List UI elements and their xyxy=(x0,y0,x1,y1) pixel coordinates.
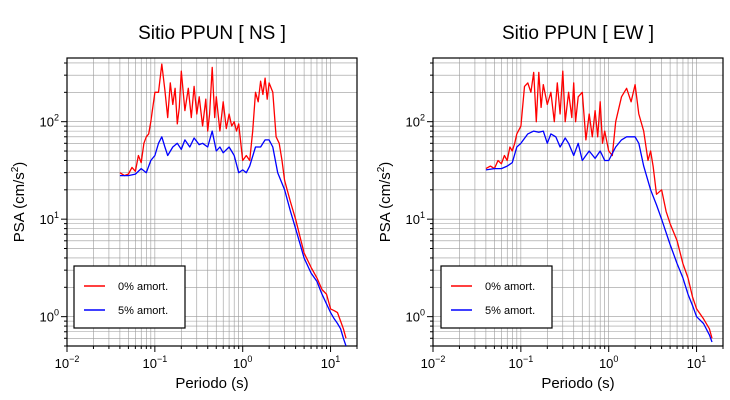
legend-label: 0% amort. xyxy=(485,281,535,293)
y-tick-label: 100 xyxy=(40,308,59,325)
x-tick-label: 100 xyxy=(599,354,618,371)
series-line-blue xyxy=(485,130,713,343)
x-axis-label: Periodo (s) xyxy=(175,375,248,392)
series-group xyxy=(485,70,713,343)
y-tick-label: 101 xyxy=(40,210,59,227)
chart-title: Sitio PPUN [ NS ] xyxy=(138,23,286,44)
axis-ticks xyxy=(427,62,724,352)
y-tick-label: 101 xyxy=(406,210,425,227)
x-tick-label: 10−1 xyxy=(142,354,167,371)
chart-panel-2: 10−2 10−1 100 101 100 101 102 Sitio PPUN [ EW ]… xyxy=(376,23,724,392)
legend-box xyxy=(73,265,186,329)
x-tick-label: 10−2 xyxy=(421,354,446,371)
series-group xyxy=(119,63,347,346)
plot-frame xyxy=(432,57,724,347)
series-line-red xyxy=(119,63,347,339)
x-tick-label: 10−1 xyxy=(508,354,533,371)
x-tick-label: 101 xyxy=(321,354,340,371)
plot-frame xyxy=(66,57,358,347)
y-tick-label: 102 xyxy=(40,113,59,130)
grid xyxy=(66,58,358,347)
x-axis-label: Periodo (s) xyxy=(541,375,614,392)
legend: 0% amort. 5% amort. xyxy=(73,265,186,329)
legend: 0% amort. 5% amort. xyxy=(440,265,553,329)
y-tick-label: 100 xyxy=(406,308,425,325)
x-tick-label: 100 xyxy=(233,354,252,371)
chart-panel-1: 10−2 10−1 100 101 100 101 102 Sitio PPUN [ NS ]… xyxy=(10,23,358,392)
legend-box xyxy=(440,265,553,329)
series-line-blue xyxy=(119,130,347,346)
series-line-red xyxy=(485,70,713,339)
axis-ticks xyxy=(61,62,358,352)
chart-title: Sitio PPUN [ EW ] xyxy=(502,23,654,44)
y-tick-label: 102 xyxy=(406,113,425,130)
y-axis-label: PSA (cm/s2) xyxy=(10,162,28,243)
x-tick-label: 101 xyxy=(687,354,706,371)
legend-label: 0% amort. xyxy=(118,281,168,293)
legend-label: 5% amort. xyxy=(485,305,535,317)
legend-label: 5% amort. xyxy=(118,305,168,317)
x-tick-label: 10−2 xyxy=(55,354,80,371)
y-axis-label: PSA (cm/s2) xyxy=(376,162,394,243)
